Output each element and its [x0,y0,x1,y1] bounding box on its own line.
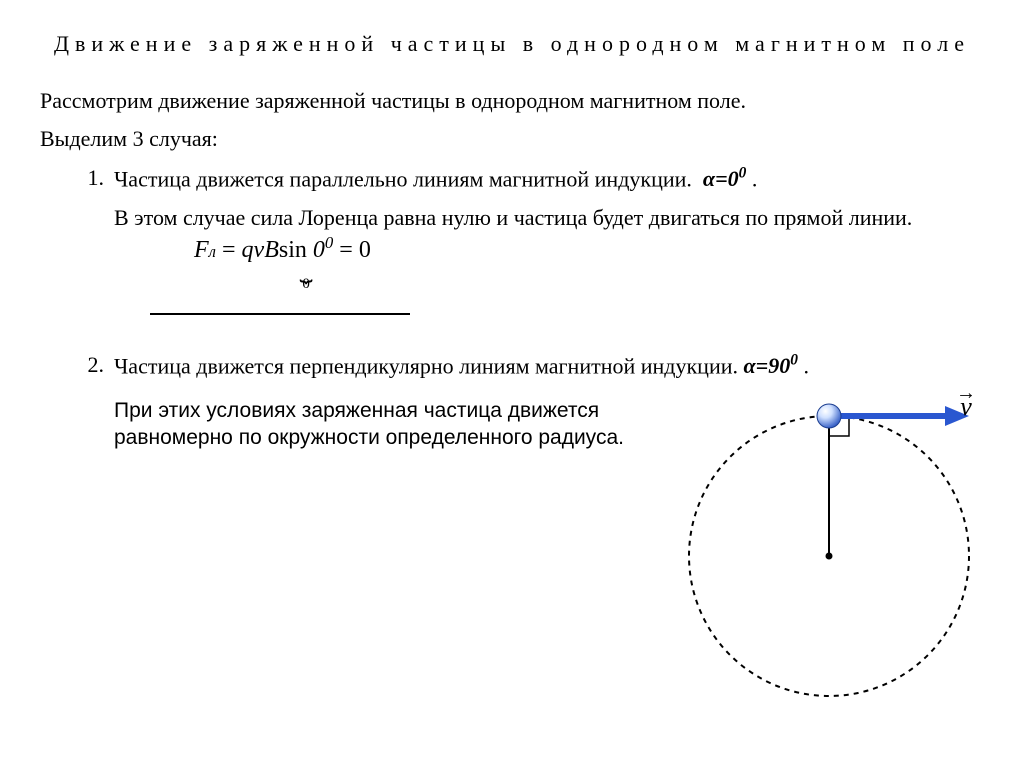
circular-motion-diagram: → v [674,391,984,711]
lorentz-formula: Fл = qvB sin 00 ⏟ 0 = 0 [194,237,371,263]
case-1-body: В этом случае сила Лоренца равна нулю и … [114,204,984,295]
case-1-text: Частица движется параллельно линиям магн… [114,164,757,194]
case-2: 2. Частица движется перпендикулярно лини… [70,351,984,711]
case-2-number: 2. [70,351,114,381]
intro-line-1: Рассмотрим движение заряженной частицы в… [40,87,984,116]
divider-line [150,313,410,315]
intro-line-2: Выделим 3 случая: [40,125,984,154]
velocity-label: → v [956,383,976,415]
diagram-svg [674,391,984,711]
page-title: Движение заряженной частицы в однородном… [40,30,984,59]
case-list: 1. Частица движется параллельно линиям м… [70,164,984,711]
underbrace-sin: sin 00 ⏟ 0 [279,232,333,295]
case-2-angle: α=900 [744,353,798,378]
case-1: 1. Частица движется параллельно линиям м… [70,164,984,315]
case-2-text: Частица движется перпендикулярно линиям … [114,351,809,381]
case-2-body: При этих условиях заряженная частица дви… [114,391,654,452]
case-1-number: 1. [70,164,114,194]
case-1-angle: α=00 [703,166,746,191]
